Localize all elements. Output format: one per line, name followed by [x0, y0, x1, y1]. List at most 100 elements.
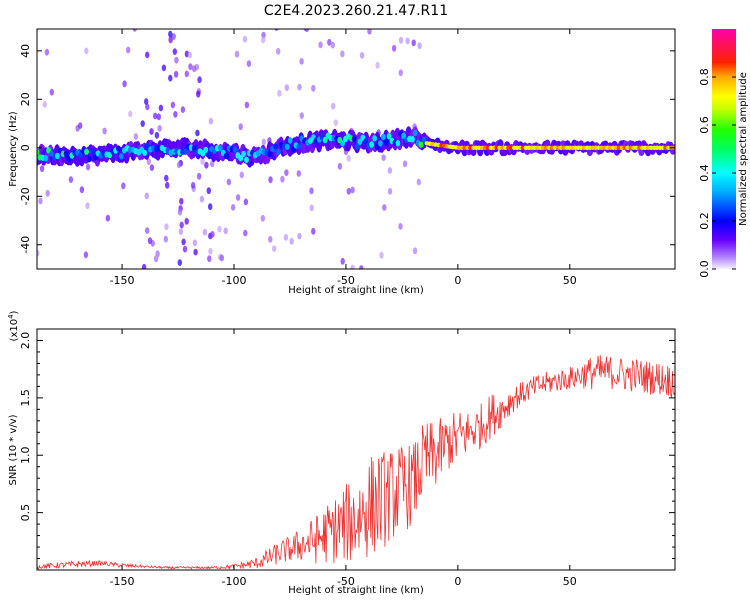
spectral-point — [311, 227, 316, 235]
spectral-point — [200, 158, 205, 166]
spectral-point — [168, 30, 173, 38]
spectral-point — [55, 152, 60, 160]
spectral-point — [243, 198, 249, 206]
spectral-point — [182, 245, 188, 253]
spectral-point — [299, 58, 304, 65]
spectral-point — [43, 155, 49, 162]
colorbar-tick-label: 0.6 — [698, 116, 711, 134]
spectral-point — [359, 52, 365, 59]
spectral-point — [287, 137, 293, 144]
spectral-point — [158, 104, 164, 112]
spectral-point — [260, 214, 265, 222]
spectral-point — [84, 148, 89, 155]
spectrogram-frame — [36, 28, 676, 270]
spectral-point — [208, 247, 213, 255]
spectral-point — [398, 69, 403, 77]
snr-xtick-label: -100 — [222, 575, 247, 588]
spectral-point — [206, 187, 211, 195]
spectral-point — [267, 150, 273, 158]
spectral-point — [168, 36, 173, 44]
spectral-point — [208, 117, 214, 125]
spectral-point — [309, 187, 314, 195]
spectral-point — [234, 50, 240, 58]
spectral-point — [181, 238, 186, 246]
spectral-point — [284, 143, 290, 151]
spectral-point — [223, 227, 228, 235]
spectral-point — [277, 89, 282, 97]
spectral-point — [382, 204, 387, 211]
spectral-point — [102, 127, 107, 135]
spectral-point — [418, 141, 424, 148]
spectral-point — [156, 113, 161, 121]
spectral-point — [191, 145, 197, 152]
spectral-point — [386, 133, 392, 140]
snr-ytick-label: 1.5 — [19, 389, 32, 407]
spectral-point — [322, 136, 328, 144]
spectral-point — [354, 143, 360, 150]
snr-frame — [36, 328, 676, 571]
spectral-point — [410, 136, 415, 143]
spectral-point — [183, 148, 188, 155]
spectral-point — [92, 154, 98, 161]
spectral-point — [303, 29, 308, 31]
spectral-point — [398, 36, 404, 44]
spectral-point — [210, 160, 215, 168]
spec-xtick-label: -50 — [337, 274, 355, 287]
spectral-point — [207, 255, 212, 263]
spectral-point — [78, 122, 83, 129]
snr-ytick-label: 1.0 — [19, 446, 32, 464]
spectral-point — [206, 151, 212, 158]
spectral-point — [246, 60, 252, 67]
spectral-point — [284, 169, 289, 177]
spectral-point — [202, 228, 208, 236]
spectral-point — [172, 48, 177, 55]
spectral-point — [174, 56, 179, 64]
figure-title: C2E4.2023.260.21.47.R11 — [264, 3, 448, 19]
spectral-point — [190, 182, 196, 189]
spec-xtick-label: -100 — [222, 274, 247, 287]
spectral-point — [223, 152, 229, 159]
spectral-point — [331, 102, 336, 110]
spectral-point — [379, 251, 384, 259]
spectral-point — [268, 176, 273, 184]
spectral-point — [203, 146, 209, 154]
spectral-point — [179, 221, 184, 229]
snr-xtick-label: -50 — [337, 575, 355, 588]
spectral-point — [417, 42, 422, 50]
spectral-point — [261, 138, 266, 146]
spectral-point — [145, 51, 150, 59]
spectral-point — [188, 63, 193, 71]
spectral-point — [230, 204, 236, 211]
spectral-point — [84, 47, 89, 55]
spectral-point — [204, 161, 209, 169]
spectral-point — [168, 74, 173, 82]
snr-xtick-label: 50 — [563, 575, 577, 588]
spectral-point — [238, 155, 244, 162]
spectral-point — [116, 145, 121, 152]
spectral-point — [153, 255, 159, 262]
spectral-point — [340, 50, 345, 58]
spectral-point — [165, 181, 170, 189]
spectral-point — [145, 103, 150, 111]
snr-ylabel: SNR (10 * v/v) — [8, 414, 19, 485]
spectral-point — [359, 265, 364, 269]
spectral-point — [177, 259, 182, 266]
spectral-point — [37, 148, 40, 156]
snr-scale-label: (x104) — [7, 310, 20, 341]
spectral-point — [192, 239, 198, 247]
spectral-point — [208, 203, 213, 211]
spectral-point — [164, 174, 169, 182]
spectral-point — [176, 161, 182, 169]
spectral-point — [105, 214, 111, 222]
spec-xtick-label: -150 — [110, 274, 135, 287]
spectral-point — [173, 70, 179, 78]
spectral-point — [144, 192, 149, 200]
colorbar-tick-label: 0.2 — [698, 212, 711, 230]
spectral-point — [63, 150, 69, 157]
spectral-point — [242, 35, 248, 43]
spectral-point — [333, 119, 338, 126]
spectral-point — [217, 225, 222, 233]
spectral-point — [378, 140, 383, 147]
spectral-point — [357, 138, 363, 145]
spectral-point — [330, 41, 335, 49]
